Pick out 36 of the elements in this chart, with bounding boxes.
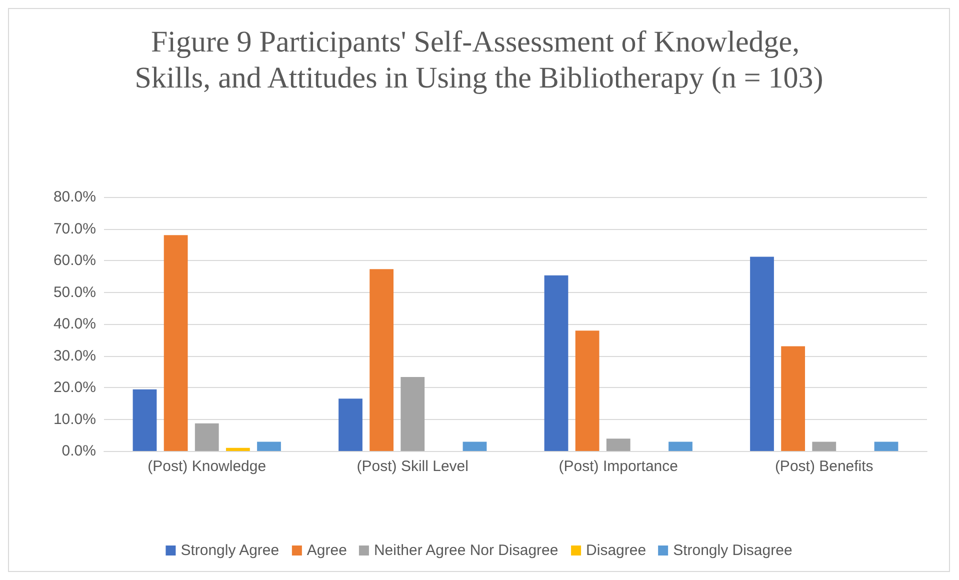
- y-tick-label: 70.0%: [53, 220, 96, 238]
- bar: [400, 377, 425, 451]
- y-tick-label: 30.0%: [53, 347, 96, 364]
- legend-label: Strongly Agree: [180, 542, 280, 559]
- y-tick-label: 50.0%: [53, 284, 96, 301]
- y-tick-label: 0.0%: [62, 442, 96, 460]
- legend-label: Neither Agree Nor Disagree: [374, 542, 558, 559]
- x-tick-label: (Post) Knowledge: [148, 458, 266, 475]
- bar: [462, 442, 487, 451]
- x-tick-label: (Post) Importance: [558, 458, 678, 475]
- bar: [668, 442, 692, 451]
- y-tick-label: 60.0%: [53, 252, 96, 269]
- bar: [544, 275, 568, 451]
- bar: [575, 330, 600, 451]
- bar: [194, 423, 219, 451]
- legend-label: Agree: [306, 542, 347, 559]
- y-tick-label: 40.0%: [53, 316, 96, 332]
- bar: [606, 438, 630, 451]
- x-tick-label: (Post) Skill Level: [356, 458, 468, 475]
- y-tick-label: 20.0%: [53, 379, 96, 396]
- bar: [164, 235, 188, 451]
- legend-label: Strongly Disagree: [673, 542, 792, 559]
- bar: [257, 442, 281, 451]
- bar: [132, 389, 157, 451]
- y-tick-label: 10.0%: [53, 410, 96, 428]
- bar: [370, 269, 394, 451]
- chart-title: Figure 9 Participants' Self-Assessment of Knowledge, Skills, and Attitudes in Using the Bibliotherapy (n = 103): [134, 26, 824, 94]
- bar: [750, 256, 774, 451]
- bar: [226, 448, 250, 451]
- y-tick-label: 80.0%: [53, 188, 96, 206]
- bar: [812, 442, 836, 451]
- legend-label: Disagree: [586, 542, 646, 559]
- bar: [338, 398, 362, 451]
- bar: [781, 346, 806, 451]
- x-tick-label: (Post) Benefits: [774, 458, 874, 475]
- bar: [874, 442, 898, 451]
